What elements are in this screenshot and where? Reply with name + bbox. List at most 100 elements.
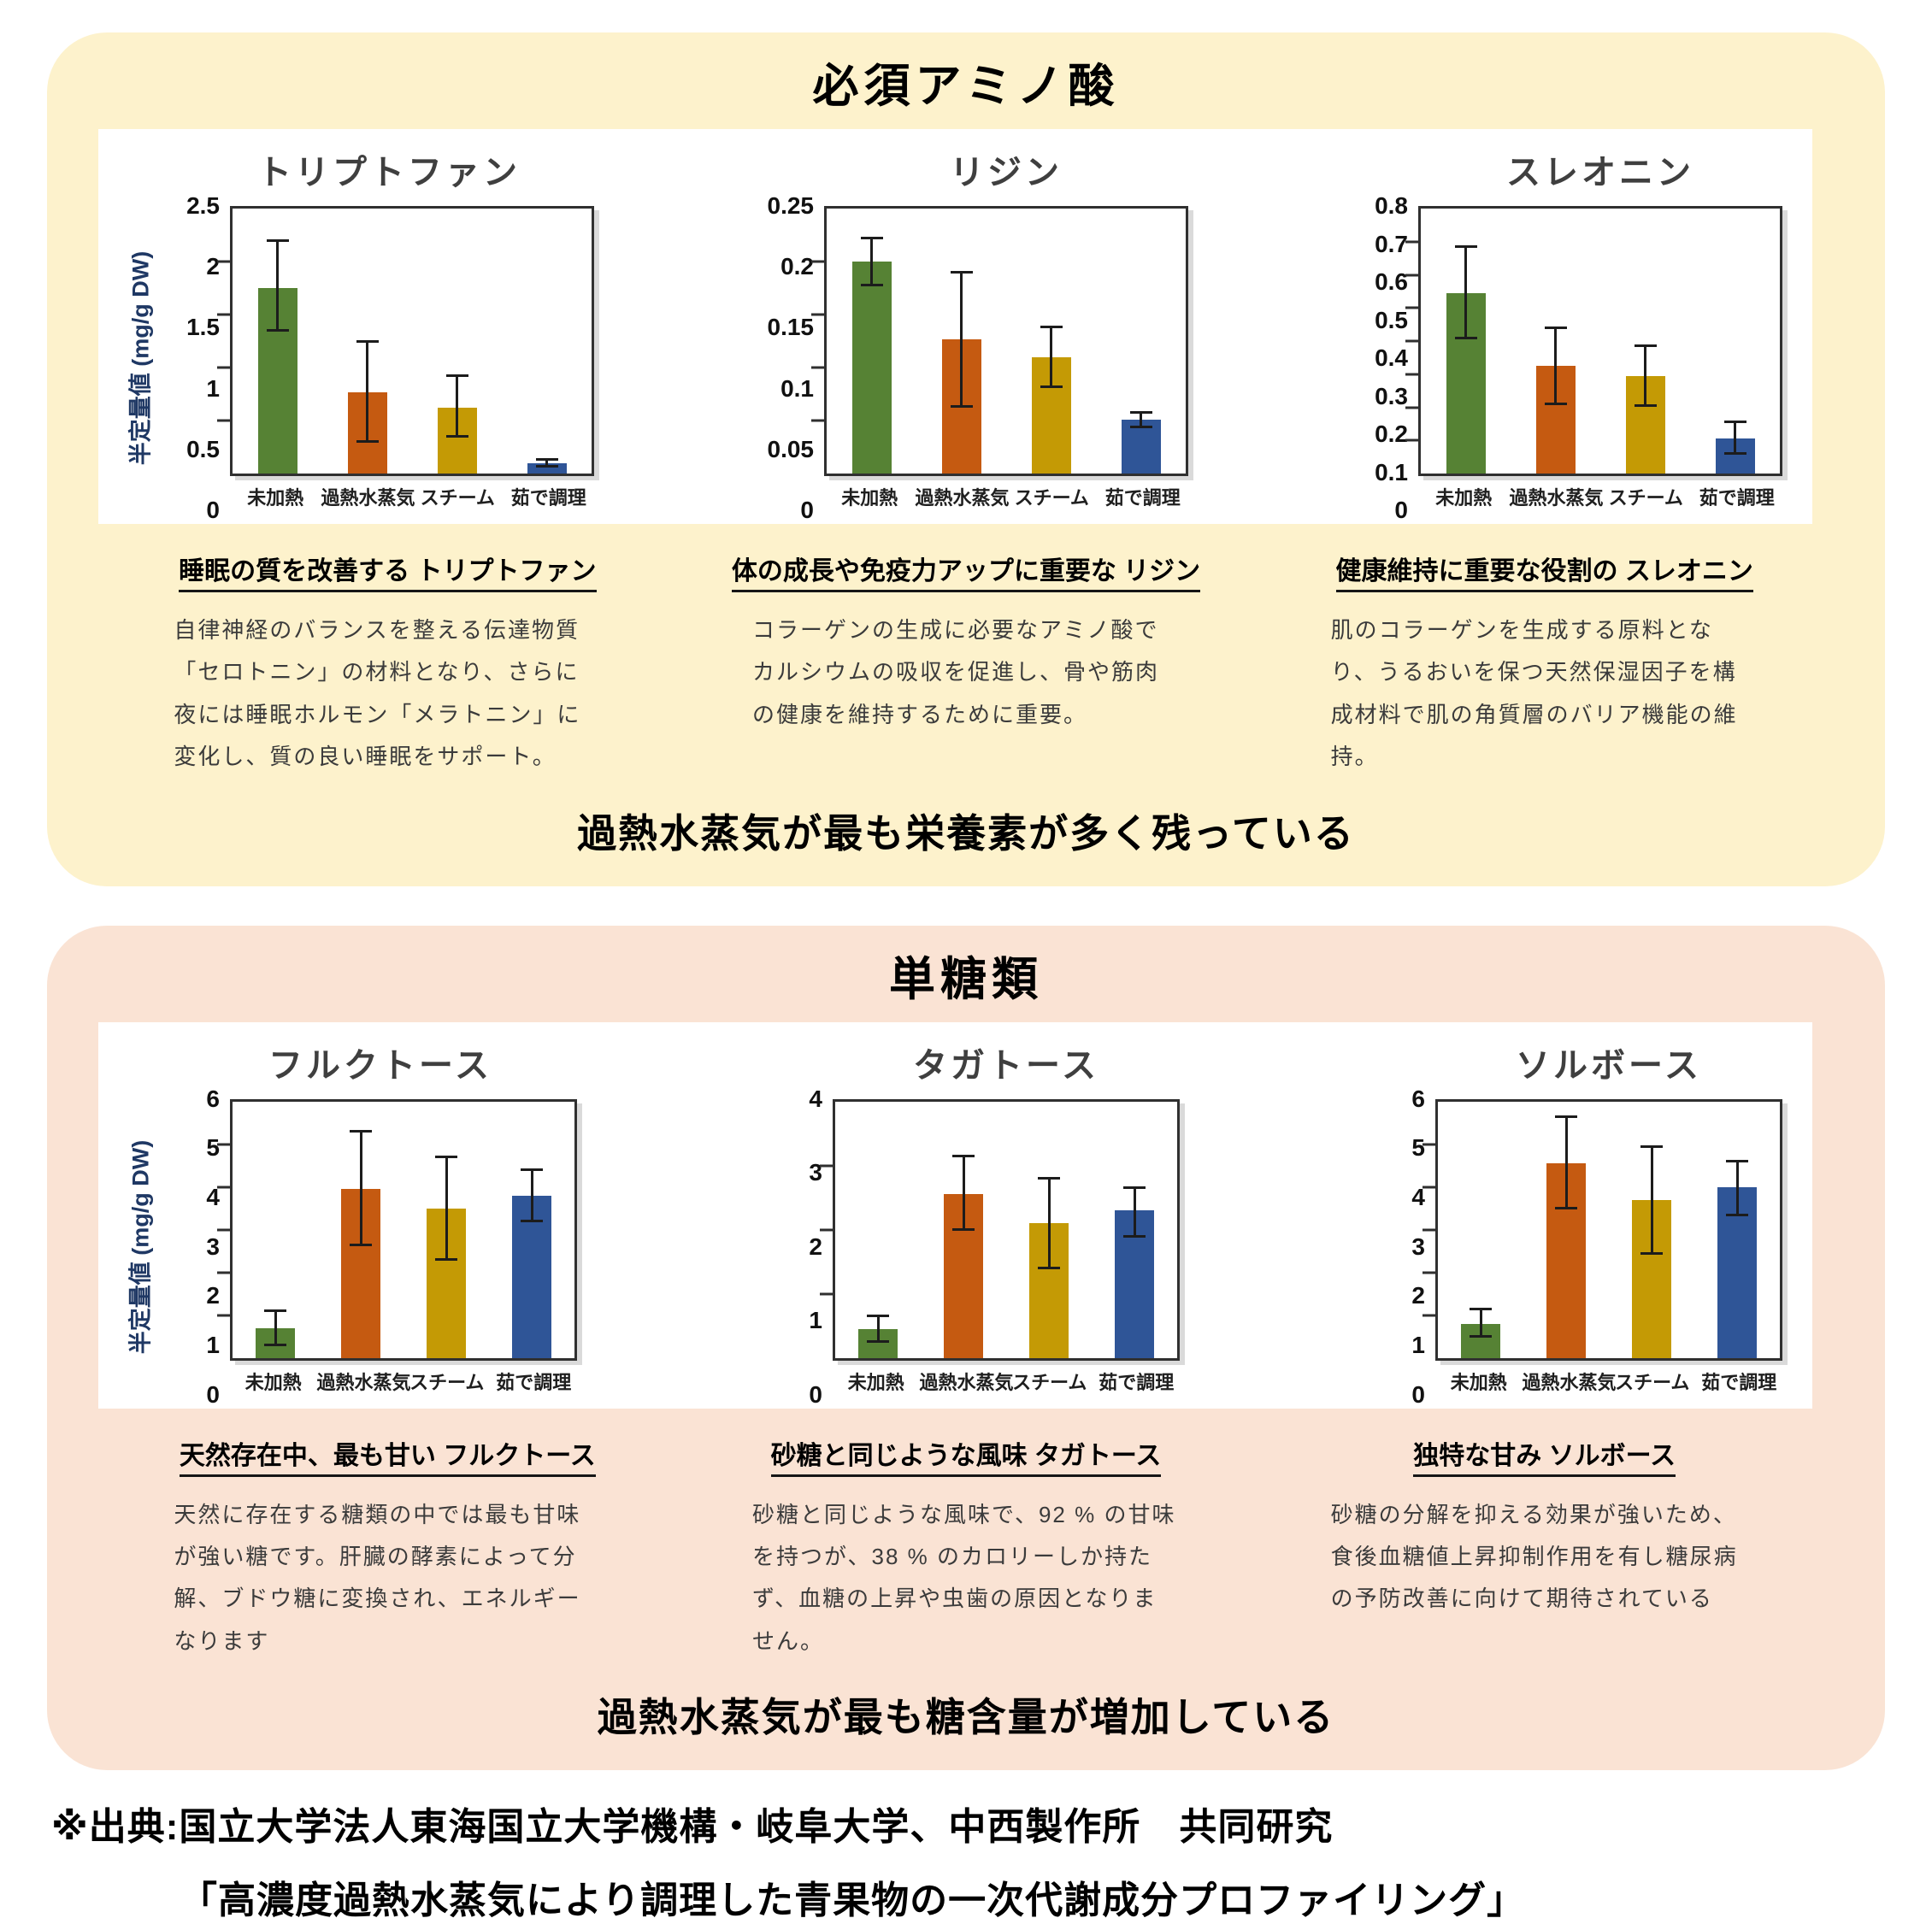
error-bar-line (1644, 345, 1646, 406)
error-bar-cap (1726, 1160, 1748, 1163)
lysine-description: 体の成長や免疫力アップに重要な リジン コラーゲンの生成に必要なアミノ酸でカルシ… (677, 550, 1256, 779)
x-axis-labels: 未加熱 過熱水蒸気 スチーム 茹で調理 (230, 1368, 577, 1395)
error-bar-line (1133, 1187, 1136, 1237)
y-axis-label: 半定量値 (mg/g DW) (115, 206, 162, 510)
error-bar-line (1479, 1309, 1482, 1337)
lysine-heading: 体の成長や免疫力アップに重要な リジン (677, 550, 1256, 592)
y-tick-mark (1405, 306, 1418, 309)
y-tick-label: 5 (1411, 1134, 1425, 1162)
x-category-label: 未加熱 (244, 1371, 302, 1393)
y-tick-label: 2 (206, 253, 220, 280)
y-tick-mark (1422, 1271, 1435, 1274)
x-axis-labels: 未加熱 過熱水蒸気 スチーム 茹で調理 (833, 1368, 1180, 1395)
error-bar-cap (1634, 404, 1657, 408)
plot-column: 未加熱 過熱水蒸気 スチーム 茹で調理 (811, 206, 1188, 510)
error-bar-cap (1544, 327, 1567, 329)
y-tick-label: 0.8 (1375, 192, 1408, 219)
error-bar-cap (264, 1344, 286, 1347)
y-tick-mark (1422, 1186, 1435, 1189)
y-tick-label: 0 (206, 497, 220, 523)
error-bar-cap (952, 1228, 975, 1232)
y-tick-mark (1405, 274, 1418, 276)
tryptophan-body: 自律神経のバランスを整える伝達物質「セロトニン」の材料となり、さらに夜には睡眠ホ… (174, 617, 581, 770)
x-category-label: 茹で調理 (496, 1371, 572, 1393)
error-bar-cap (1544, 403, 1567, 406)
y-tick-label: 0.5 (186, 435, 220, 462)
error-bar-line (445, 1156, 448, 1260)
chart-body: 0 1 2 3 4 5 6 未加熱 過熱水蒸気 スチーム 茹で調理 (1367, 1086, 1782, 1406)
chart-body: 0 0.1 0.2 0.3 0.4 0.5 0.6 0.7 0.8 未加熱 過熱水蒸気 スチーム 茹で調… (1350, 194, 1782, 522)
tryptophan-heading: 睡眠の質を改善する トリプトファン (98, 550, 677, 592)
chart-body: 半定量値 (mg/g DW) 0 0.5 1 1.5 2 2.5 未加熱 過熱水蒸気 スチーム 茹で… (115, 194, 594, 522)
error-bar-cap (1640, 1251, 1663, 1255)
error-bar-line (1735, 1161, 1739, 1215)
bar (1121, 419, 1161, 474)
threonine-heading: 健康維持に重要な役割の スレオニン (1255, 550, 1834, 592)
error-bar-line (1140, 412, 1142, 427)
source-citation: ※出典:国立大学法人東海国立大学機構・岐阜大学、中西製作所 共同研究 「高濃度過… (51, 1796, 1881, 1924)
y-tick-label: 6 (1411, 1085, 1425, 1112)
error-bar-cap (1634, 344, 1657, 348)
error-bar-cap (1640, 1144, 1663, 1148)
chart-title: スレオニン (1506, 154, 1694, 191)
chart-title: ソルボース (1516, 1046, 1702, 1085)
y-tick-label: 5 (206, 1134, 220, 1162)
tagatose-heading-text: 砂糖と同じような風味 タガトース (770, 1441, 1162, 1477)
x-axis-labels: 未加熱 過熱水蒸気 スチーム 茹で調理 (1435, 1368, 1782, 1395)
error-bar-cap (1555, 1115, 1577, 1118)
plot-area (811, 206, 1188, 476)
lysine-heading-text: 体の成長や免疫力アップに重要な リジン (731, 557, 1201, 592)
y-tick-mark (1422, 1228, 1435, 1232)
y-tick-label: 1 (809, 1307, 822, 1334)
chart-body: 0 0.05 0.1 0.15 0.2 0.25 未加熱 過熱水蒸気 スチーム 茹で調理 (756, 194, 1188, 522)
error-bar-cap (535, 464, 558, 468)
y-tick-label: 0.05 (767, 435, 815, 462)
error-bar-cap (1470, 1307, 1492, 1310)
sorbose-body: 砂糖の分解を抑える効果が強いため、食後血糖値上昇抑制作用を有し糖尿病の予防改善に… (1330, 1501, 1738, 1612)
sugar-descriptions: 天然存在中、最も甘い フルクトース 天然に存在する糖類の中では最も甘味が強い糖で… (98, 1434, 1834, 1663)
y-tick-mark (820, 1292, 833, 1296)
y-axis-ticks: 0 1 2 3 4 5 6 (162, 1086, 230, 1406)
error-bar-line (1734, 421, 1736, 454)
y-tick-mark (811, 366, 824, 369)
y-tick-mark (217, 313, 230, 316)
x-category-label: 茹で調理 (1699, 487, 1775, 509)
error-bar-cap (521, 1220, 543, 1223)
y-tick-label: 0 (206, 1380, 220, 1408)
fructose-heading-text: 天然存在中、最も甘い フルクトース (179, 1441, 596, 1477)
error-bar-cap (350, 1243, 372, 1246)
plot-area (217, 1098, 577, 1361)
error-bar-cap (535, 458, 558, 462)
y-tick-mark (820, 1228, 833, 1232)
chart-fructose: フルクトース 半定量値 (mg/g DW) 0 1 2 3 4 5 6 未加熱 過熱水蒸気 スチーム茹… (115, 1038, 577, 1406)
x-category-label: 未加熱 (841, 487, 898, 509)
x-category-label: 未加熱 (1450, 1371, 1507, 1393)
error-bar-cap (1470, 1335, 1492, 1339)
error-bar-line (359, 1131, 362, 1245)
sugar-panel-title: 単糖類 (889, 953, 1043, 1005)
error-bar-cap (860, 237, 883, 240)
tagatose-body: 砂糖と同じような風味で、92 % の甘味を持つが、38 % のカロリーしか持たず… (752, 1501, 1176, 1654)
error-bar-cap (521, 1168, 543, 1172)
x-category-label: 過熱水蒸気 (915, 487, 1010, 509)
x-category-label: スチーム (1608, 487, 1683, 509)
chart-title: タガトース (913, 1046, 1099, 1085)
y-tick-mark (811, 260, 824, 263)
sorbose-heading: 独特な甘み ソルボース (1255, 1434, 1834, 1477)
sorbose-heading-text: 独特な甘み ソルボース (1413, 1441, 1676, 1477)
error-bar-line (545, 459, 548, 467)
y-tick-label: 2 (206, 1282, 220, 1309)
y-tick-mark (1405, 406, 1418, 409)
error-bar-cap (867, 1340, 889, 1344)
x-category-label: 過熱水蒸気 (1522, 1371, 1617, 1393)
threonine-description: 健康維持に重要な役割の スレオニン 肌のコラーゲンを生成する原料となり、うるおい… (1255, 550, 1834, 779)
y-tick-label: 1 (1411, 1331, 1425, 1358)
y-axis-ticks: 0 1 2 3 4 (764, 1086, 833, 1406)
error-bar-cap (435, 1156, 457, 1159)
x-category-label: 過熱水蒸気 (919, 1371, 1014, 1393)
chart-body: 0 1 2 3 4 未加熱 過熱水蒸気 スチーム 茹で調理 (764, 1086, 1180, 1406)
y-tick-label: 0.5 (1375, 306, 1408, 333)
y-tick-label: 3 (809, 1159, 822, 1186)
amino-panel-title: 必須アミノ酸 (812, 61, 1120, 112)
source-line-2: 「高濃度過熱水蒸気により調理した青果物の一次代謝成分プロファイリング」 (180, 1880, 1526, 1922)
